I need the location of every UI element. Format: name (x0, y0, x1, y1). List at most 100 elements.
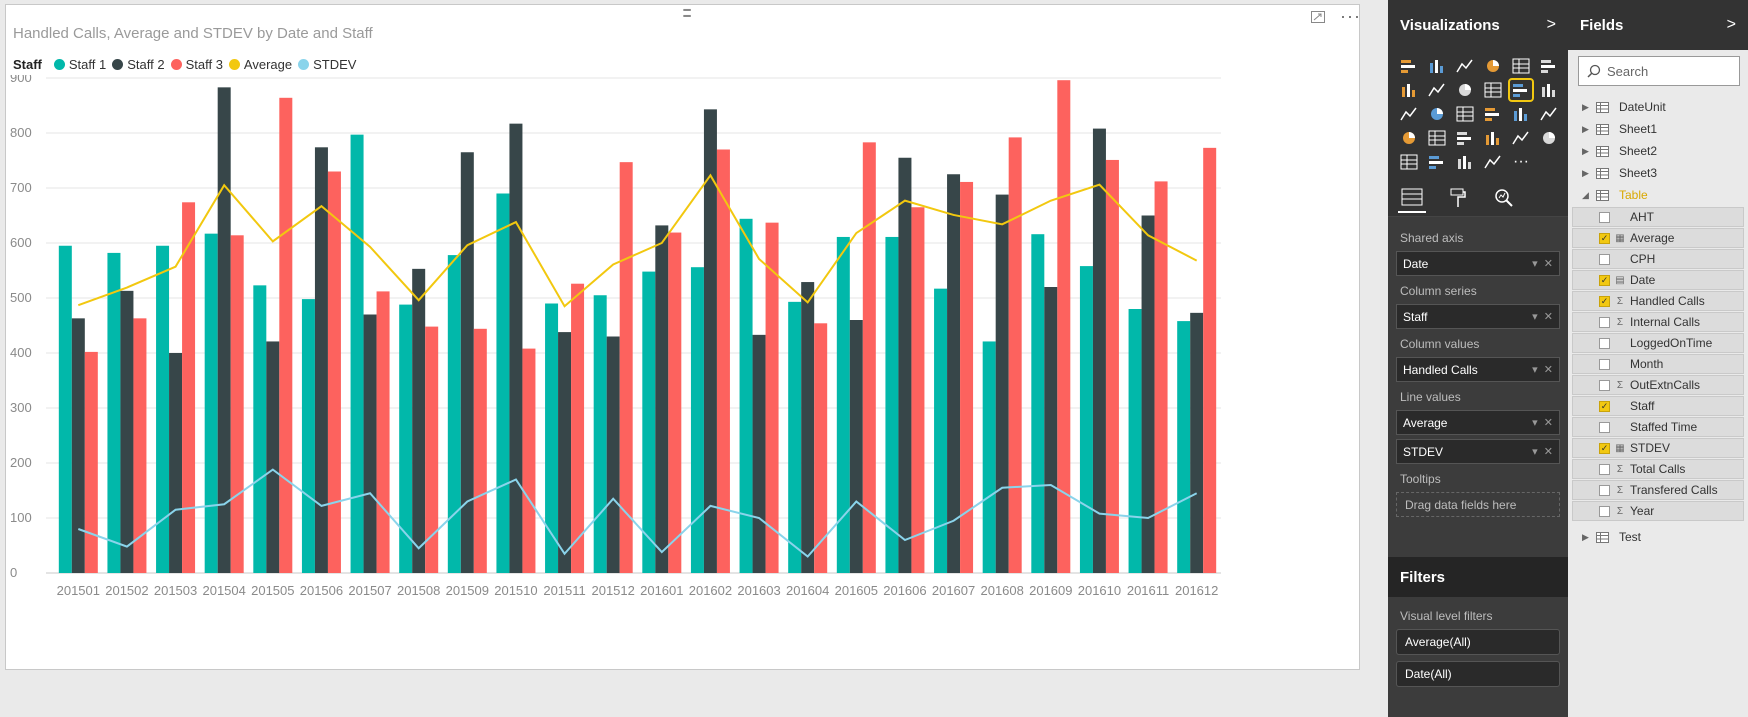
field-item[interactable]: ✓ ▤ Date (1572, 270, 1744, 290)
field-item[interactable]: Σ Total Calls (1572, 459, 1744, 479)
remove-icon[interactable]: ✕ (1543, 446, 1553, 458)
field-checkbox[interactable] (1599, 337, 1610, 349)
field-well-pill[interactable]: Staff ▾ ✕ (1396, 304, 1560, 329)
field-checkbox[interactable]: ✓ (1599, 400, 1610, 412)
analytics-magnifier-icon[interactable] (1490, 184, 1518, 212)
table-node[interactable]: ▶ Sheet3 (1568, 162, 1748, 184)
table-node[interactable]: ▶ Sheet2 (1568, 140, 1748, 162)
line-chart-icon[interactable] (1398, 80, 1420, 100)
filter-card[interactable]: Average(All) (1396, 629, 1560, 655)
field-item[interactable]: Σ OutExtnCalls (1572, 375, 1744, 395)
field-checkbox[interactable]: ✓ (1599, 442, 1610, 454)
field-checkbox[interactable]: ✓ (1599, 232, 1610, 244)
dropdown-icon[interactable]: ▾ (1532, 446, 1538, 458)
field-well-pill[interactable]: Handled Calls ▾ ✕ (1396, 357, 1560, 382)
line-clustered-column-icon[interactable] (1508, 78, 1534, 102)
expand-triangle-icon[interactable]: ▶ (1582, 145, 1589, 156)
clustered-bar-icon[interactable] (1454, 56, 1476, 76)
remove-icon[interactable]: ✕ (1543, 311, 1553, 323)
field-item[interactable]: Month (1572, 354, 1744, 374)
field-item[interactable]: LoggedOnTime (1572, 333, 1744, 353)
pill-controls[interactable]: ▾ ✕ (1532, 310, 1553, 323)
field-item[interactable]: AHT (1572, 207, 1744, 227)
field-item[interactable]: Staffed Time (1572, 417, 1744, 437)
field-well-pill[interactable]: Average ▾ ✕ (1396, 410, 1560, 435)
table-node[interactable]: ▶ Test (1568, 526, 1748, 548)
field-item[interactable]: CPH (1572, 249, 1744, 269)
table-node[interactable]: ▶ DateUnit (1568, 96, 1748, 118)
field-checkbox[interactable] (1599, 421, 1610, 433)
gauge-icon[interactable] (1454, 128, 1476, 148)
field-item[interactable]: ✓ Σ Handled Calls (1572, 291, 1744, 311)
field-checkbox[interactable] (1599, 505, 1610, 517)
table-node[interactable]: ◢ Table (1568, 184, 1748, 206)
pill-controls[interactable]: ▾ ✕ (1532, 257, 1553, 270)
collapse-triangle-icon[interactable]: ◢ (1582, 189, 1589, 200)
field-checkbox[interactable] (1599, 316, 1610, 328)
table-node[interactable]: ▶ Sheet1 (1568, 118, 1748, 140)
format-paint-roller-icon[interactable] (1444, 184, 1472, 212)
focus-mode-icon[interactable] (1311, 11, 1325, 23)
legend-item-staff-3[interactable]: Staff 3 (170, 57, 223, 72)
legend-item-staff-2[interactable]: Staff 2 (112, 57, 165, 72)
field-checkbox[interactable]: ✓ (1599, 295, 1610, 307)
expand-triangle-icon[interactable]: ▶ (1582, 531, 1589, 542)
field-item[interactable]: ✓ ▦ Average (1572, 228, 1744, 248)
dropdown-icon[interactable]: ▾ (1532, 364, 1538, 376)
globe-icon[interactable] (1482, 152, 1504, 172)
field-item[interactable]: Σ Internal Calls (1572, 312, 1744, 332)
stacked-area-icon[interactable] (1454, 80, 1476, 100)
expand-triangle-icon[interactable]: ▶ (1582, 101, 1589, 112)
remove-icon[interactable]: ✕ (1543, 417, 1553, 429)
pie-chart-icon[interactable] (1426, 104, 1448, 124)
funnel-icon[interactable] (1426, 128, 1448, 148)
dropdown-icon[interactable]: ▾ (1532, 417, 1538, 429)
scatter-icon[interactable] (1398, 104, 1420, 124)
100-bar-icon[interactable] (1510, 56, 1532, 76)
stacked-bar-icon[interactable] (1398, 56, 1420, 76)
field-item[interactable]: Σ Transfered Calls (1572, 480, 1744, 500)
field-well-pill[interactable]: STDEV ▾ ✕ (1396, 439, 1560, 464)
remove-icon[interactable]: ✕ (1543, 364, 1553, 376)
card-icon[interactable] (1510, 128, 1532, 148)
dropdown-icon[interactable]: ▾ (1532, 258, 1538, 270)
pill-controls[interactable]: ▾ ✕ (1532, 445, 1553, 458)
field-well-pill[interactable]: Date ▾ ✕ (1396, 251, 1560, 276)
slicer-icon[interactable] (1398, 152, 1420, 172)
legend-item-stdev[interactable]: STDEV (298, 57, 356, 72)
field-checkbox[interactable]: ✓ (1599, 274, 1610, 286)
kpi-icon[interactable] (1538, 128, 1560, 148)
ribbon-chart-icon[interactable] (1538, 80, 1560, 100)
more-icon[interactable]: ··· (1510, 152, 1532, 172)
expand-triangle-icon[interactable]: ▶ (1582, 167, 1589, 178)
tooltip-drop-zone[interactable]: Drag data fields here (1396, 492, 1560, 517)
field-item[interactable]: Σ Year (1572, 501, 1744, 521)
legend-item-staff-1[interactable]: Staff 1 (53, 57, 106, 72)
legend-item-average[interactable]: Average (228, 57, 292, 72)
remove-icon[interactable]: ✕ (1543, 258, 1553, 270)
filled-map-icon[interactable] (1398, 128, 1420, 148)
more-options-icon[interactable]: ··· (1340, 6, 1361, 26)
line-column-icon[interactable] (1482, 80, 1504, 100)
field-checkbox[interactable] (1599, 253, 1610, 265)
r-visual-icon[interactable] (1454, 152, 1476, 172)
pill-controls[interactable]: ▾ ✕ (1532, 363, 1553, 376)
table-icon[interactable] (1510, 104, 1532, 124)
collapse-chevron-icon[interactable]: > (1726, 16, 1736, 33)
drag-handle-icon[interactable]: ━ ━ (683, 3, 691, 23)
collapse-chevron-icon[interactable]: > (1546, 16, 1556, 33)
field-checkbox[interactable] (1599, 358, 1610, 370)
filter-card[interactable]: Date(All) (1396, 661, 1560, 687)
matrix-icon[interactable] (1538, 104, 1560, 124)
field-checkbox[interactable] (1599, 463, 1610, 475)
field-item[interactable]: ✓ ▦ STDEV (1572, 438, 1744, 458)
100-column-icon[interactable] (1538, 56, 1560, 76)
field-checkbox[interactable] (1599, 379, 1610, 391)
area-chart-icon[interactable] (1426, 80, 1448, 100)
fields-tab-icon[interactable] (1398, 183, 1426, 213)
fields-search-input[interactable]: Search (1578, 56, 1740, 86)
clustered-column-icon[interactable] (1482, 56, 1504, 76)
map-icon[interactable] (1482, 104, 1504, 124)
donut-icon[interactable] (1426, 152, 1448, 172)
treemap-icon[interactable] (1454, 104, 1476, 124)
